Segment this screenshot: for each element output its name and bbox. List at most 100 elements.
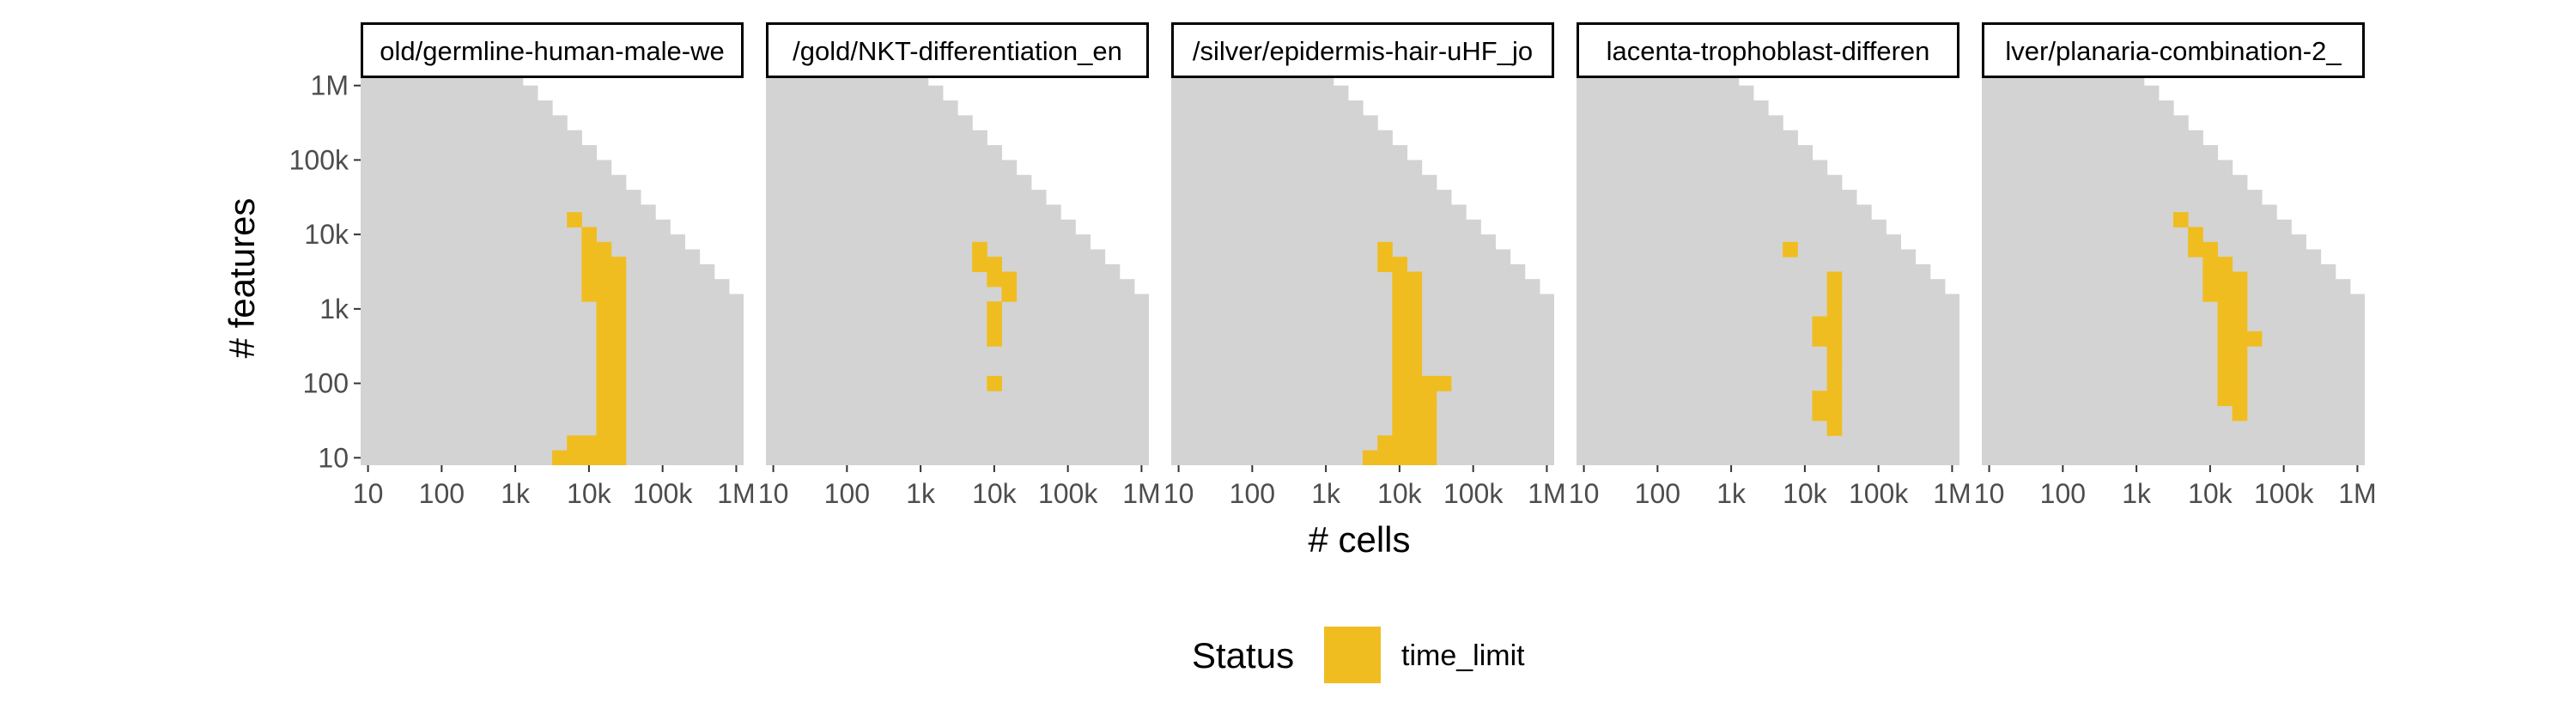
time-limit-cell (1421, 435, 1437, 451)
region-column (1944, 294, 1959, 465)
region-column (913, 78, 929, 465)
region-column (625, 190, 641, 465)
region-column (419, 78, 435, 465)
x-tick-label: 1k (906, 478, 936, 509)
region-column (1200, 78, 1217, 465)
region-column (1768, 115, 1783, 465)
legend-key-time-limit (1324, 627, 1381, 683)
time-limit-cell (987, 271, 1002, 288)
time-limit-cell (1826, 271, 1843, 288)
time-limit-cell (596, 450, 612, 465)
time-limit-cell (1377, 241, 1393, 258)
time-limit-cell (1392, 360, 1407, 377)
region-column (1510, 264, 1526, 465)
time-limit-cell (596, 405, 612, 421)
time-limit-cell (1406, 360, 1423, 377)
region-column (728, 294, 744, 465)
region-column (537, 100, 553, 465)
x-tick-label: 1M (1122, 478, 1160, 509)
time-limit-cell (2217, 257, 2233, 272)
x-tick-label: 100 (1635, 478, 1680, 509)
region-column (972, 130, 987, 465)
time-limit-cell (2217, 375, 2233, 391)
time-limit-cell (1826, 286, 1843, 302)
time-limit-cell (1422, 465, 1437, 481)
region-column (522, 85, 538, 465)
time-limit-cell (611, 286, 627, 302)
region-column (1738, 85, 1754, 465)
region-column (1259, 78, 1275, 465)
region-column (1649, 78, 1666, 465)
region-column (493, 78, 509, 465)
time-limit-cell (1392, 271, 1407, 288)
time-limit-cell (987, 330, 1002, 347)
time-limit-cell (581, 257, 597, 272)
time-limit-cell (1406, 286, 1423, 302)
time-limit-cell (1392, 391, 1407, 407)
region-column (448, 78, 465, 465)
x-tick-label: 100 (1230, 478, 1275, 509)
y-axis-title: # features (222, 198, 262, 359)
region-column (1289, 78, 1304, 465)
region-column (1186, 78, 1201, 465)
time-limit-cell (1406, 391, 1423, 407)
region-column (2335, 279, 2351, 465)
time-limit-cell (1406, 420, 1423, 436)
region-column (464, 78, 479, 465)
region-column (2202, 145, 2219, 465)
time-limit-cell (611, 271, 627, 288)
region-column (744, 309, 759, 480)
time-limit-cell (2188, 241, 2203, 258)
facet-panel: /silver/epidermis-hair-uHF_jo 10 100 1k 10k 1… (1163, 22, 1566, 509)
time-limit-cell (1826, 360, 1843, 377)
x-tick-label: 10k (1377, 478, 1423, 509)
x-tick-label: 10k (972, 478, 1018, 509)
region-column (1856, 204, 1872, 465)
region-column (1119, 279, 1135, 465)
region-column (1812, 160, 1828, 465)
region-column (1709, 78, 1725, 465)
time-limit-cell (1392, 405, 1407, 421)
time-limit-cell (1826, 391, 1843, 407)
time-limit-cell (2232, 360, 2248, 377)
time-limit-cell (567, 435, 582, 451)
time-limit-cell (987, 257, 1002, 272)
time-limit-cell (987, 375, 1002, 391)
time-limit-cell (987, 316, 1002, 332)
time-limit-cell (1783, 241, 1798, 258)
x-tick-label: 10 (1163, 478, 1194, 509)
time-limit-cell (1406, 375, 1423, 391)
x-tick-label: 100 (419, 478, 465, 509)
region-column (1480, 234, 1496, 465)
x-tick-label: 1M (1933, 478, 1971, 509)
time-limit-cell (581, 241, 597, 258)
time-limit-cell (1363, 465, 1378, 481)
time-limit-cell (596, 241, 612, 258)
time-limit-cell (2217, 301, 2233, 318)
time-limit-cell (1001, 286, 1018, 302)
facet-panel: /gold/NKT-differentiation_en 10 100 1k 10k 10… (758, 22, 1161, 509)
region-column (2291, 234, 2306, 465)
region-column (1577, 78, 1592, 465)
region-column (1450, 204, 1467, 465)
region-column (478, 78, 494, 465)
time-limit-cell (1001, 271, 1018, 288)
region-column (2379, 324, 2395, 480)
time-limit-cell (1406, 450, 1423, 465)
time-limit-cell (611, 420, 627, 436)
time-limit-cell (2232, 316, 2248, 332)
time-limit-cell (2232, 391, 2248, 407)
region-column (1060, 219, 1076, 465)
time-limit-cell (1392, 450, 1407, 465)
facet-title: lver/planaria-combination-2_ (2005, 36, 2342, 66)
x-tick-label: 1k (1311, 478, 1341, 509)
time-limit-cell (1406, 330, 1423, 347)
region-column (898, 78, 914, 465)
time-limit-cell (1436, 375, 1452, 391)
x-axis-title: # cells (1308, 519, 1410, 560)
time-limit-cell (2232, 271, 2248, 288)
time-limit-cell (1406, 301, 1423, 318)
region-column (927, 85, 944, 465)
region-column (2026, 78, 2042, 465)
